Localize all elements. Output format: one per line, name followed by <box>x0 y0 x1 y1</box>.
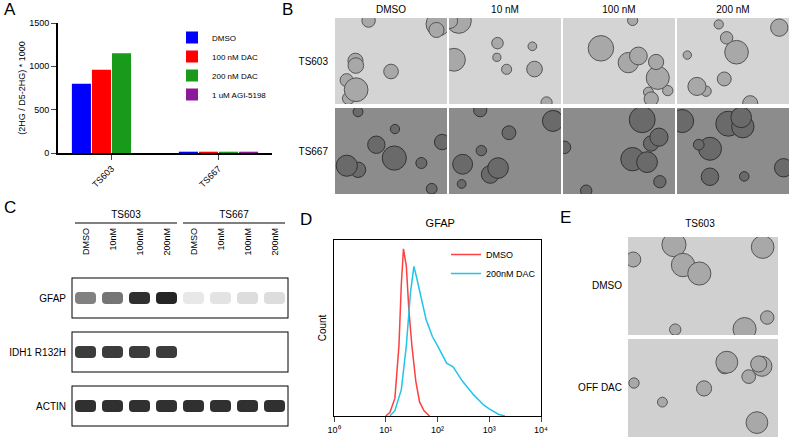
svg-text:1 uM AGI-5198: 1 uM AGI-5198 <box>212 91 266 100</box>
html-text:C: C <box>4 198 17 217</box>
svg-text:10⁰: 10⁰ <box>327 425 340 435</box>
svg-text:100nM: 100nM <box>243 228 253 256</box>
svg-text:TS603: TS603 <box>685 218 715 229</box>
html-text:D: D <box>300 210 313 229</box>
html-text:B: B <box>282 0 294 19</box>
svg-text:10nM: 10nM <box>108 228 118 251</box>
svg-text:10nM: 10nM <box>216 228 226 251</box>
svg-text:10 nM: 10 nM <box>491 4 519 15</box>
svg-text:500: 500 <box>34 105 49 115</box>
html-text:E: E <box>560 208 572 227</box>
svg-text:DMSO: DMSO <box>212 34 236 43</box>
svg-text:200 nM: 200 nM <box>716 4 749 15</box>
svg-text:DMSO: DMSO <box>81 228 91 255</box>
svg-text:200nM: 200nM <box>270 228 280 256</box>
svg-text:DMSO: DMSO <box>592 280 622 291</box>
svg-text:TS603: TS603 <box>299 56 329 67</box>
svg-text:DMSO: DMSO <box>376 4 406 15</box>
svg-text:DMSO: DMSO <box>486 250 513 260</box>
svg-text:GFAP: GFAP <box>39 293 66 304</box>
svg-text:200nM: 200nM <box>162 228 172 256</box>
svg-text:100nM: 100nM <box>135 228 145 256</box>
svg-text:10²: 10² <box>431 425 444 435</box>
svg-text:ACTIN: ACTIN <box>36 401 66 412</box>
svg-text:100 nM DAC: 100 nM DAC <box>212 53 258 62</box>
svg-text:1500: 1500 <box>29 18 49 28</box>
svg-text:TS667: TS667 <box>197 164 223 190</box>
svg-text:200nM DAC: 200nM DAC <box>486 269 536 279</box>
html-text:A: A <box>4 0 16 19</box>
svg-text:DMSO: DMSO <box>189 228 199 255</box>
svg-text:100 nM: 100 nM <box>602 4 635 15</box>
svg-text:TS667: TS667 <box>219 209 249 220</box>
svg-text:10³: 10³ <box>483 425 496 435</box>
svg-text:10⁴: 10⁴ <box>534 425 548 435</box>
svg-text:1000: 1000 <box>29 61 49 71</box>
svg-text:TS603: TS603 <box>90 164 116 190</box>
svg-text:0: 0 <box>44 148 49 158</box>
svg-text:TS603: TS603 <box>111 209 141 220</box>
svg-text:TS667: TS667 <box>299 146 329 157</box>
svg-text:(2HG / D5-2HG) * 1000: (2HG / D5-2HG) * 1000 <box>17 41 27 135</box>
svg-text:200 nM DAC: 200 nM DAC <box>212 72 258 81</box>
svg-text:OFF DAC: OFF DAC <box>578 382 622 393</box>
svg-text:IDH1 R132H: IDH1 R132H <box>9 347 66 358</box>
svg-text:GFAP: GFAP <box>426 217 455 229</box>
svg-text:Count: Count <box>317 314 328 341</box>
svg-text:10¹: 10¹ <box>379 425 392 435</box>
